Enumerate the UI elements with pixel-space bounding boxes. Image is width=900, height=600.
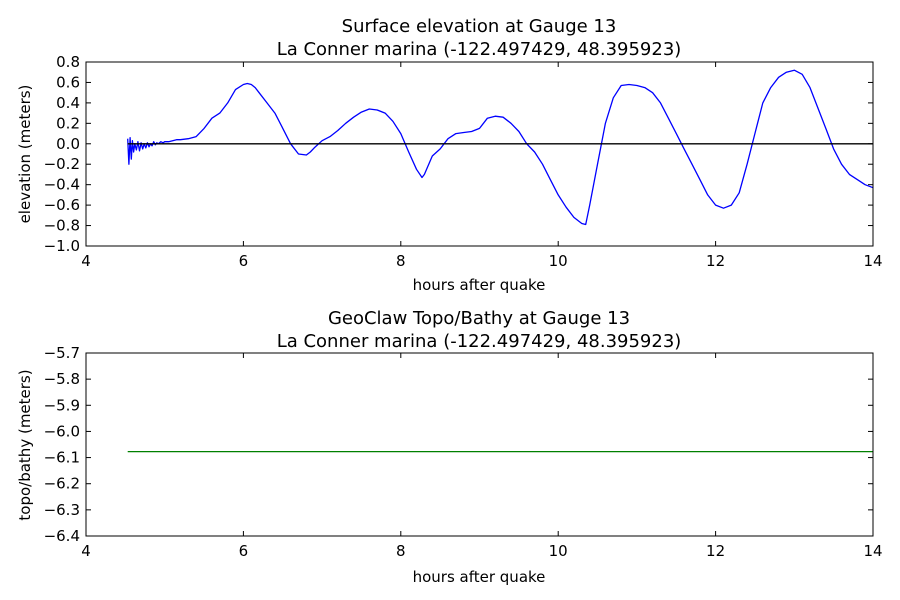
x-tick-label: 14 (863, 252, 882, 270)
y-axis-label: elevation (meters) (16, 85, 34, 224)
x-tick-label: 4 (81, 252, 91, 270)
plot-frame (85, 61, 874, 247)
x-tick-label: 4 (81, 542, 91, 560)
x-tick-label: 12 (706, 542, 725, 560)
x-axis-label: hours after quake (413, 276, 546, 294)
axis-ticks: 4 6 8 10 12 14 −6.4 −6.3 −6.2 −6.1 −6.0 −5.9 −5.8 −5.… (44, 344, 883, 560)
chart-title: Surface elevation at Gauge 13 (342, 16, 617, 37)
plot-area (127, 69, 874, 226)
x-tick-label: 6 (239, 542, 249, 560)
y-tick-label: −1.0 (44, 237, 80, 255)
y-tick-label: 0.0 (56, 135, 80, 153)
x-tick-label: 14 (863, 542, 882, 560)
x-tick-label: 10 (549, 252, 568, 270)
x-axis-label: hours after quake (413, 568, 546, 586)
axis-ticks: 4 6 8 10 12 14 −1.0 −0.8 −0.6 −0.4 −0.2 0.0 0.2 0.4 0.… (44, 53, 883, 270)
series-line-0 (127, 69, 874, 226)
y-tick-label: −6.4 (44, 527, 80, 545)
x-tick-label: 12 (706, 252, 725, 270)
y-tick-label: −5.7 (44, 344, 80, 362)
x-tick-label: 10 (549, 542, 568, 560)
x-tick-label: 8 (396, 542, 406, 560)
y-tick-label: −0.6 (44, 196, 80, 214)
y-tick-label: 0.2 (56, 114, 80, 132)
x-tick-label: 8 (396, 252, 406, 270)
y-tick-label: −6.1 (44, 449, 80, 467)
y-axis-label: topo/bathy (meters) (16, 369, 34, 520)
chart-title: GeoClaw Topo/Bathy at Gauge 13 (328, 308, 630, 329)
x-tick-label: 6 (239, 252, 249, 270)
y-tick-label: 0.8 (56, 53, 80, 71)
y-tick-label: −6.2 (44, 475, 80, 493)
y-tick-label: −5.9 (44, 396, 80, 414)
y-tick-label: −6.0 (44, 422, 80, 440)
plot-frame (85, 352, 874, 537)
y-tick-label: 0.4 (56, 94, 80, 112)
surface-elevation-chart: Surface elevation at Gauge 13 La Conner … (16, 16, 883, 294)
y-tick-label: −5.8 (44, 370, 80, 388)
chart-subtitle: La Conner marina (-122.497429, 48.395923… (277, 39, 682, 60)
y-tick-label: 0.6 (56, 73, 80, 91)
y-tick-label: −6.3 (44, 501, 80, 519)
y-tick-label: −0.2 (44, 155, 80, 173)
y-tick-label: −0.8 (44, 217, 80, 235)
chart-subtitle: La Conner marina (-122.497429, 48.395923… (277, 331, 682, 352)
topo-bathy-chart: GeoClaw Topo/Bathy at Gauge 13 La Conner… (16, 308, 883, 586)
y-tick-label: −0.4 (44, 176, 80, 194)
